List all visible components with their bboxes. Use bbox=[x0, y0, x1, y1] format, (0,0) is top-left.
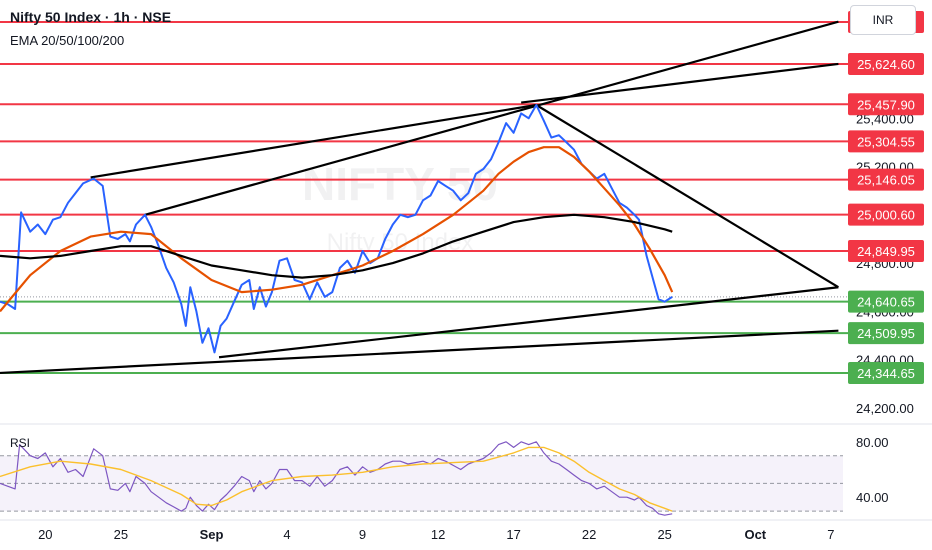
trendline-0 bbox=[90, 103, 537, 179]
level-tag-4: 25,146.05 bbox=[848, 168, 924, 191]
price-line bbox=[0, 104, 673, 354]
time-tick-3: 4 bbox=[283, 527, 290, 542]
level-tag-label-4: 25,146.05 bbox=[857, 173, 915, 188]
rsi-tick-1: 40.00 bbox=[856, 490, 889, 505]
level-tag-label-3: 25,304.55 bbox=[857, 134, 915, 149]
level-tag-6: 24,849.95 bbox=[848, 240, 924, 263]
rsi-pane-label: RSI bbox=[10, 436, 31, 450]
ema_black-line bbox=[0, 213, 673, 279]
level-price-tags: 25,798.6025,624.6025,457.9025,304.5525,1… bbox=[848, 11, 924, 385]
watermark-symbol: NIFTY 50 bbox=[302, 158, 498, 210]
trendlines bbox=[0, 20, 839, 375]
time-tick-10: 7 bbox=[827, 527, 834, 542]
trendline-5 bbox=[218, 286, 839, 359]
time-tick-2: Sep bbox=[200, 527, 224, 542]
time-tick-6: 17 bbox=[506, 527, 520, 542]
trendline-4 bbox=[0, 329, 839, 375]
level-tag-1: 25,624.60 bbox=[848, 53, 924, 76]
level-tag-label-1: 25,624.60 bbox=[857, 57, 915, 72]
currency-button[interactable]: INR bbox=[850, 5, 916, 35]
time-tick-0: 20 bbox=[38, 527, 52, 542]
level-tag-9: 24,344.65 bbox=[848, 362, 924, 385]
rsi-pane bbox=[0, 441, 843, 516]
level-tag-2: 25,457.90 bbox=[848, 93, 924, 116]
trendline-1 bbox=[144, 20, 839, 216]
level-tag-label-6: 24,849.95 bbox=[857, 244, 915, 259]
trendline-3 bbox=[535, 104, 839, 289]
time-tick-9: Oct bbox=[744, 527, 766, 542]
level-tag-label-5: 25,000.60 bbox=[857, 208, 915, 223]
chart-title: Nifty 50 Index · 1h · NSE bbox=[10, 9, 172, 25]
time-tick-8: 25 bbox=[657, 527, 671, 542]
rsi_ma-line bbox=[0, 446, 673, 512]
ema_orange-line bbox=[0, 146, 674, 313]
time-tick-5: 12 bbox=[431, 527, 445, 542]
time-tick-4: 9 bbox=[359, 527, 366, 542]
time-axis[interactable]: 20 25 Sep 4 9 12 17 22 25 Oct 7 bbox=[38, 527, 834, 542]
level-tag-7: 24,640.65 bbox=[848, 290, 924, 313]
price-and-ema-series bbox=[0, 104, 674, 354]
time-tick-1: 25 bbox=[114, 527, 128, 542]
price-tick-0: 24,200.00 bbox=[856, 401, 914, 416]
level-tag-5: 25,000.60 bbox=[848, 203, 924, 226]
trendline-2 bbox=[521, 62, 839, 104]
rsi-tick-0: 80.00 bbox=[856, 435, 889, 450]
level-tag-label-9: 24,344.65 bbox=[857, 366, 915, 381]
rsi-line bbox=[0, 441, 673, 516]
level-tag-label-7: 24,640.65 bbox=[857, 295, 915, 310]
level-tag-label-2: 25,457.90 bbox=[857, 97, 915, 112]
indicator-legend: EMA 20/50/100/200 bbox=[10, 33, 125, 48]
level-tag-3: 25,304.55 bbox=[848, 130, 924, 153]
time-tick-7: 22 bbox=[582, 527, 596, 542]
level-tag-8: 24,509.95 bbox=[848, 322, 924, 345]
level-tag-label-8: 24,509.95 bbox=[857, 326, 915, 341]
